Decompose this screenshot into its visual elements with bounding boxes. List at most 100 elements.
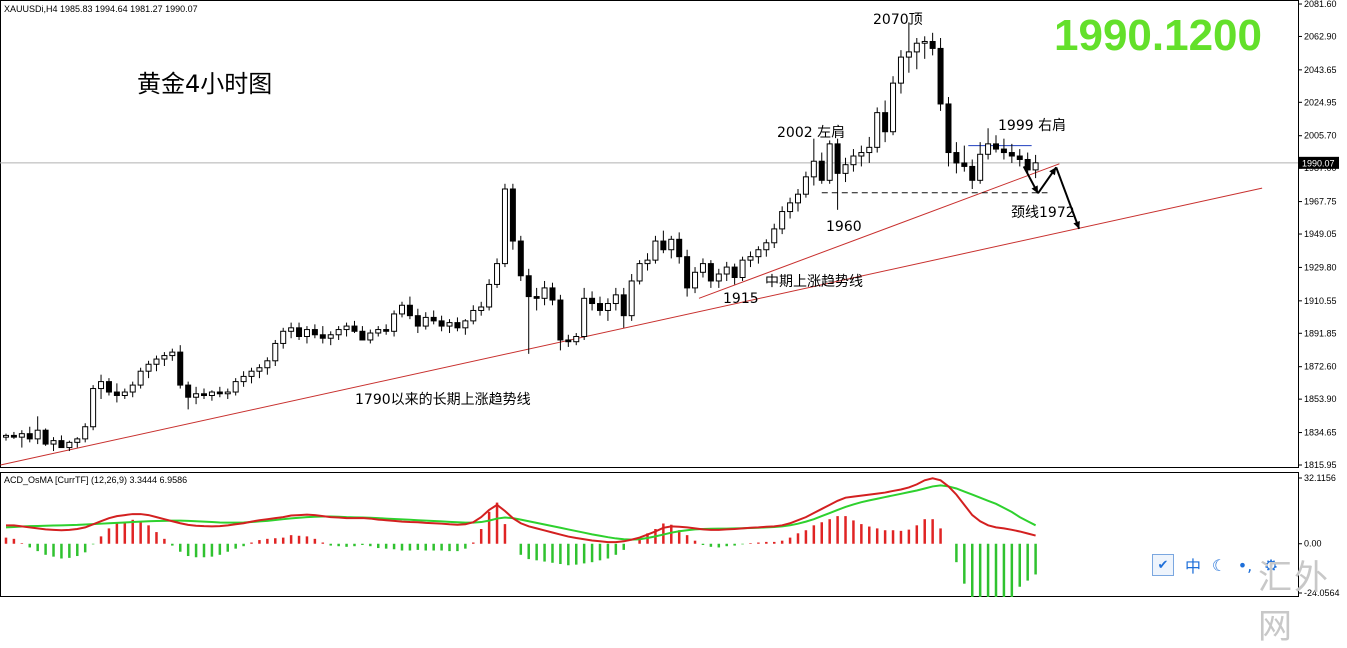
candle-body [98, 381, 105, 390]
candle-body [454, 322, 461, 329]
candle-body [462, 320, 469, 329]
candle-body [620, 294, 627, 317]
candle-body [890, 82, 897, 133]
projection-arrow-down-2 [1055, 166, 1081, 230]
candle-body [779, 211, 786, 230]
candle-body [501, 188, 508, 265]
moon-icon[interactable]: ☾ [1211, 555, 1227, 575]
price-axis-label: 1949.05 [1304, 229, 1337, 239]
osma-axis-label: 0.00 [1304, 539, 1322, 549]
candle-body [652, 240, 659, 261]
punctuation-icon[interactable]: •, [1237, 555, 1253, 575]
candle-body [399, 304, 405, 315]
price-chart: 2081.602062.902043.652024.952005.701987.… [0, 0, 1340, 597]
candle-body [422, 316, 429, 327]
candle-body [977, 153, 984, 181]
mid-term-trendline [698, 163, 1060, 299]
candle-body [406, 304, 413, 317]
candle-body [18, 433, 25, 438]
candle-body [216, 391, 223, 395]
candle-body [692, 271, 699, 289]
candle-body [993, 143, 999, 150]
candle-body [905, 51, 912, 58]
candle-body [668, 238, 675, 251]
candle-body [1024, 158, 1031, 171]
candle-body [74, 438, 81, 443]
candle-body [755, 249, 762, 258]
candle-body [882, 112, 889, 133]
candle-body [929, 40, 936, 49]
candle-body [707, 263, 714, 282]
candle-body [589, 297, 596, 305]
candle-body [795, 193, 801, 204]
candle-body [486, 283, 493, 308]
candle-body [731, 266, 738, 278]
price-axis-label: 1815.95 [1304, 460, 1337, 470]
osma-signal-line [5, 484, 1037, 541]
candle-body [296, 327, 303, 337]
candle-body [232, 381, 239, 393]
candle-body [383, 329, 390, 332]
candle-body [763, 242, 770, 251]
annotation-text: 2002 左肩 [777, 125, 845, 141]
candle-body [58, 440, 65, 449]
chart-mode-icon[interactable]: ✔ [1152, 554, 1174, 576]
candle-body [42, 429, 49, 445]
candle-body [1000, 148, 1007, 154]
candle-body [913, 42, 920, 53]
candle-body [771, 228, 778, 244]
settings-gear-icon[interactable]: ⚙ [1263, 555, 1279, 575]
candle-body [858, 152, 865, 157]
candle-body [272, 342, 279, 362]
candle-body [628, 280, 635, 317]
candle-body [359, 330, 366, 341]
price-axis-label: 1853.90 [1304, 394, 1337, 404]
candle-body [10, 434, 17, 438]
candle-body [747, 256, 754, 261]
osma-label: ACD_OsMA [CurrTF] (12,26,9) 3.3444 6.958… [4, 475, 187, 485]
long-term-trendline [0, 187, 1263, 466]
candle-body [177, 351, 184, 386]
price-axis-label: 1967.75 [1304, 197, 1337, 207]
candle-body [565, 339, 572, 343]
price-axis-label: 2024.95 [1304, 97, 1337, 107]
ime-toolbar[interactable]: ✔ 中 ☾ •, ⚙ [1152, 551, 1284, 579]
candle-body [541, 287, 548, 299]
candle-body [787, 202, 794, 213]
candle-body [684, 256, 691, 289]
candle-body [375, 329, 382, 334]
candle-body [34, 429, 41, 440]
price-axis-label: 1891.85 [1304, 328, 1337, 338]
candle-body [969, 165, 976, 181]
candle-body [818, 160, 825, 181]
price-axis-label: 2043.65 [1304, 65, 1337, 75]
candle-body [715, 273, 722, 282]
candle-body [826, 143, 833, 181]
candle-body [1016, 155, 1023, 160]
annotation-text: 1790以来的长期上涨趋势线 [355, 392, 531, 408]
candle-body [478, 306, 485, 311]
candle-body [343, 325, 350, 331]
candle-body [802, 176, 809, 195]
candle-body [985, 143, 992, 155]
candle-body [391, 313, 398, 332]
projection-arrow-down-2-head [1073, 220, 1080, 229]
candle-body [264, 360, 271, 369]
candle-body [533, 296, 540, 299]
ime-chinese-button[interactable]: 中 [1184, 557, 1201, 576]
annotation-text: 1915 [723, 291, 759, 307]
candle-body [1008, 152, 1015, 157]
candle-body [517, 240, 524, 277]
current-price-tag-bg [1299, 156, 1339, 169]
candle-body [597, 303, 603, 311]
projection-arrow-up-head [1049, 167, 1057, 176]
candle-body [438, 320, 445, 327]
candle-body [525, 275, 532, 298]
candle-body [945, 103, 952, 154]
candle-body [82, 426, 89, 440]
annotation-text: 颈线1972 [1011, 205, 1075, 221]
candle-body [414, 315, 421, 327]
price-axis-label: 1910.55 [1304, 296, 1337, 306]
candle-body [303, 329, 310, 337]
candle-body [311, 329, 318, 336]
